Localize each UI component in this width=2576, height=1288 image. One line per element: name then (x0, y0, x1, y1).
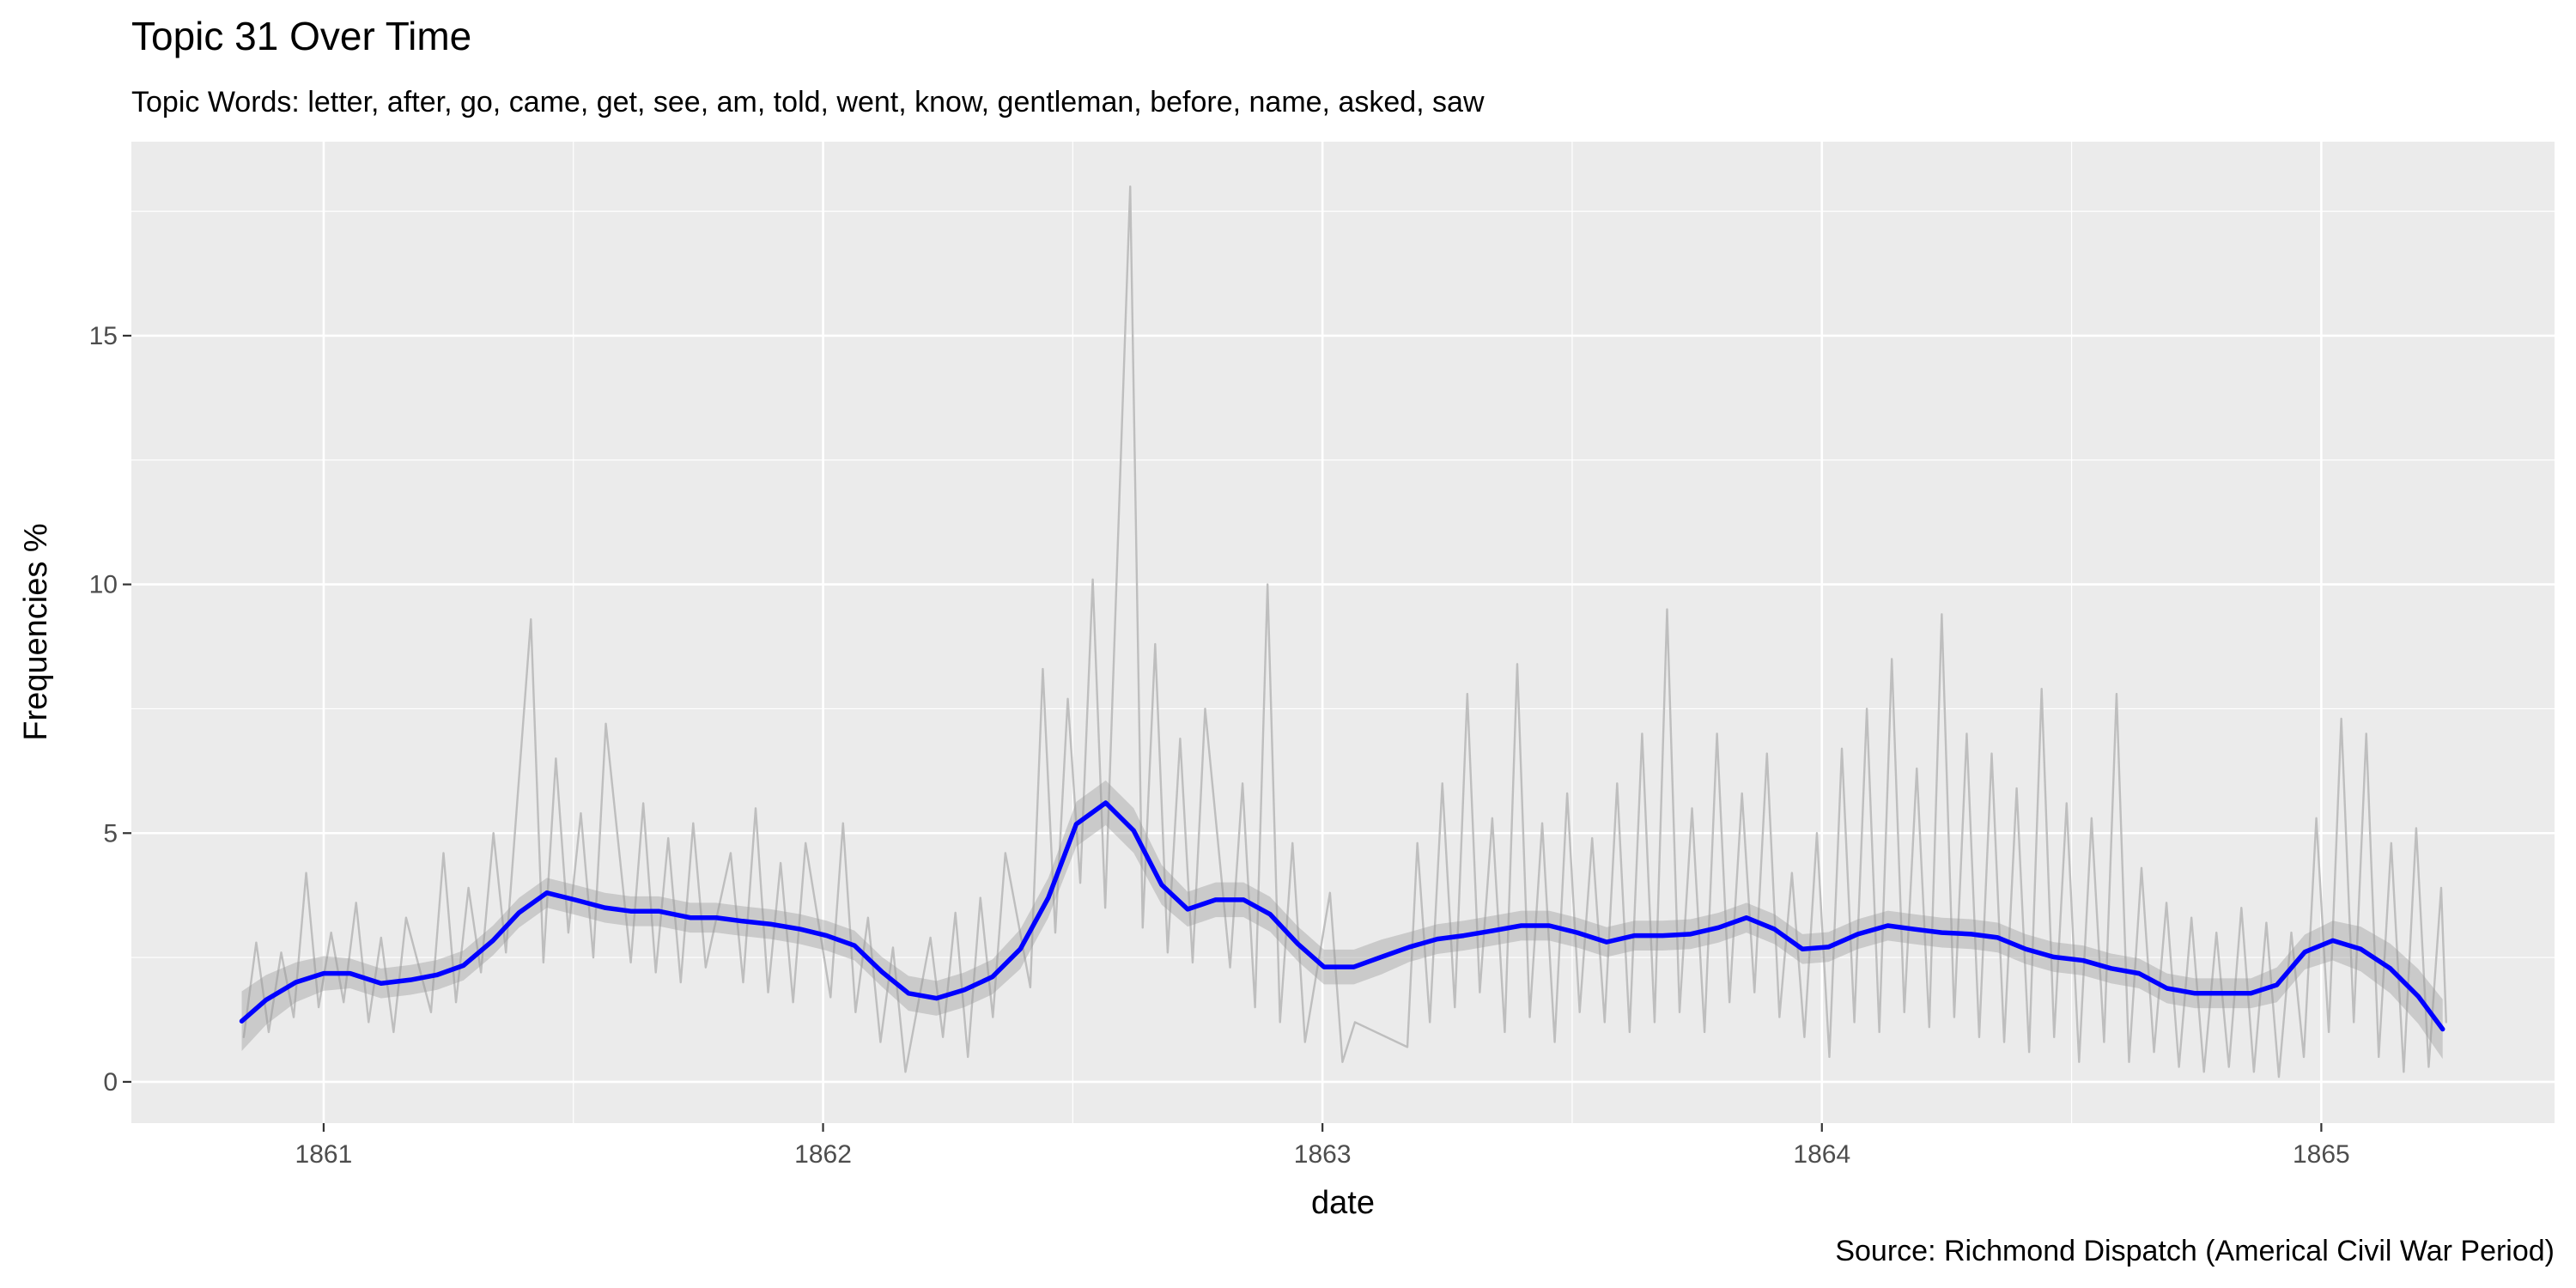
x-tick-label: 1861 (295, 1140, 353, 1169)
x-tick-label: 1863 (1294, 1140, 1352, 1169)
x-tick-label: 1865 (2293, 1140, 2350, 1169)
panel (131, 142, 2555, 1123)
y-tick-label: 15 (89, 322, 118, 350)
grid (131, 142, 2555, 1123)
x-axis-title: date (1311, 1185, 1375, 1221)
y-tick-label: 0 (103, 1068, 118, 1097)
y-tick-label: 5 (103, 819, 118, 848)
y-tick-label: 10 (89, 571, 118, 599)
caption: Source: Richmond Dispatch (Americal Civi… (1835, 1235, 2555, 1267)
smooth-line (239, 800, 2445, 1032)
confidence-band (241, 780, 2443, 1060)
x-tick-label: 1864 (1793, 1140, 1850, 1169)
plot-area (239, 185, 2447, 1078)
x-tick-label: 1862 (794, 1140, 852, 1169)
chart-subtitle: Topic Words: letter, after, go, came, ge… (131, 86, 1485, 118)
y-axis-title: Frequencies % (18, 523, 54, 740)
raw-line (242, 185, 2447, 1078)
chart-title: Topic 31 Over Time (131, 14, 471, 58)
axes: 0 5 10 15 1861 1862 1863 1864 1865 (89, 322, 2350, 1169)
